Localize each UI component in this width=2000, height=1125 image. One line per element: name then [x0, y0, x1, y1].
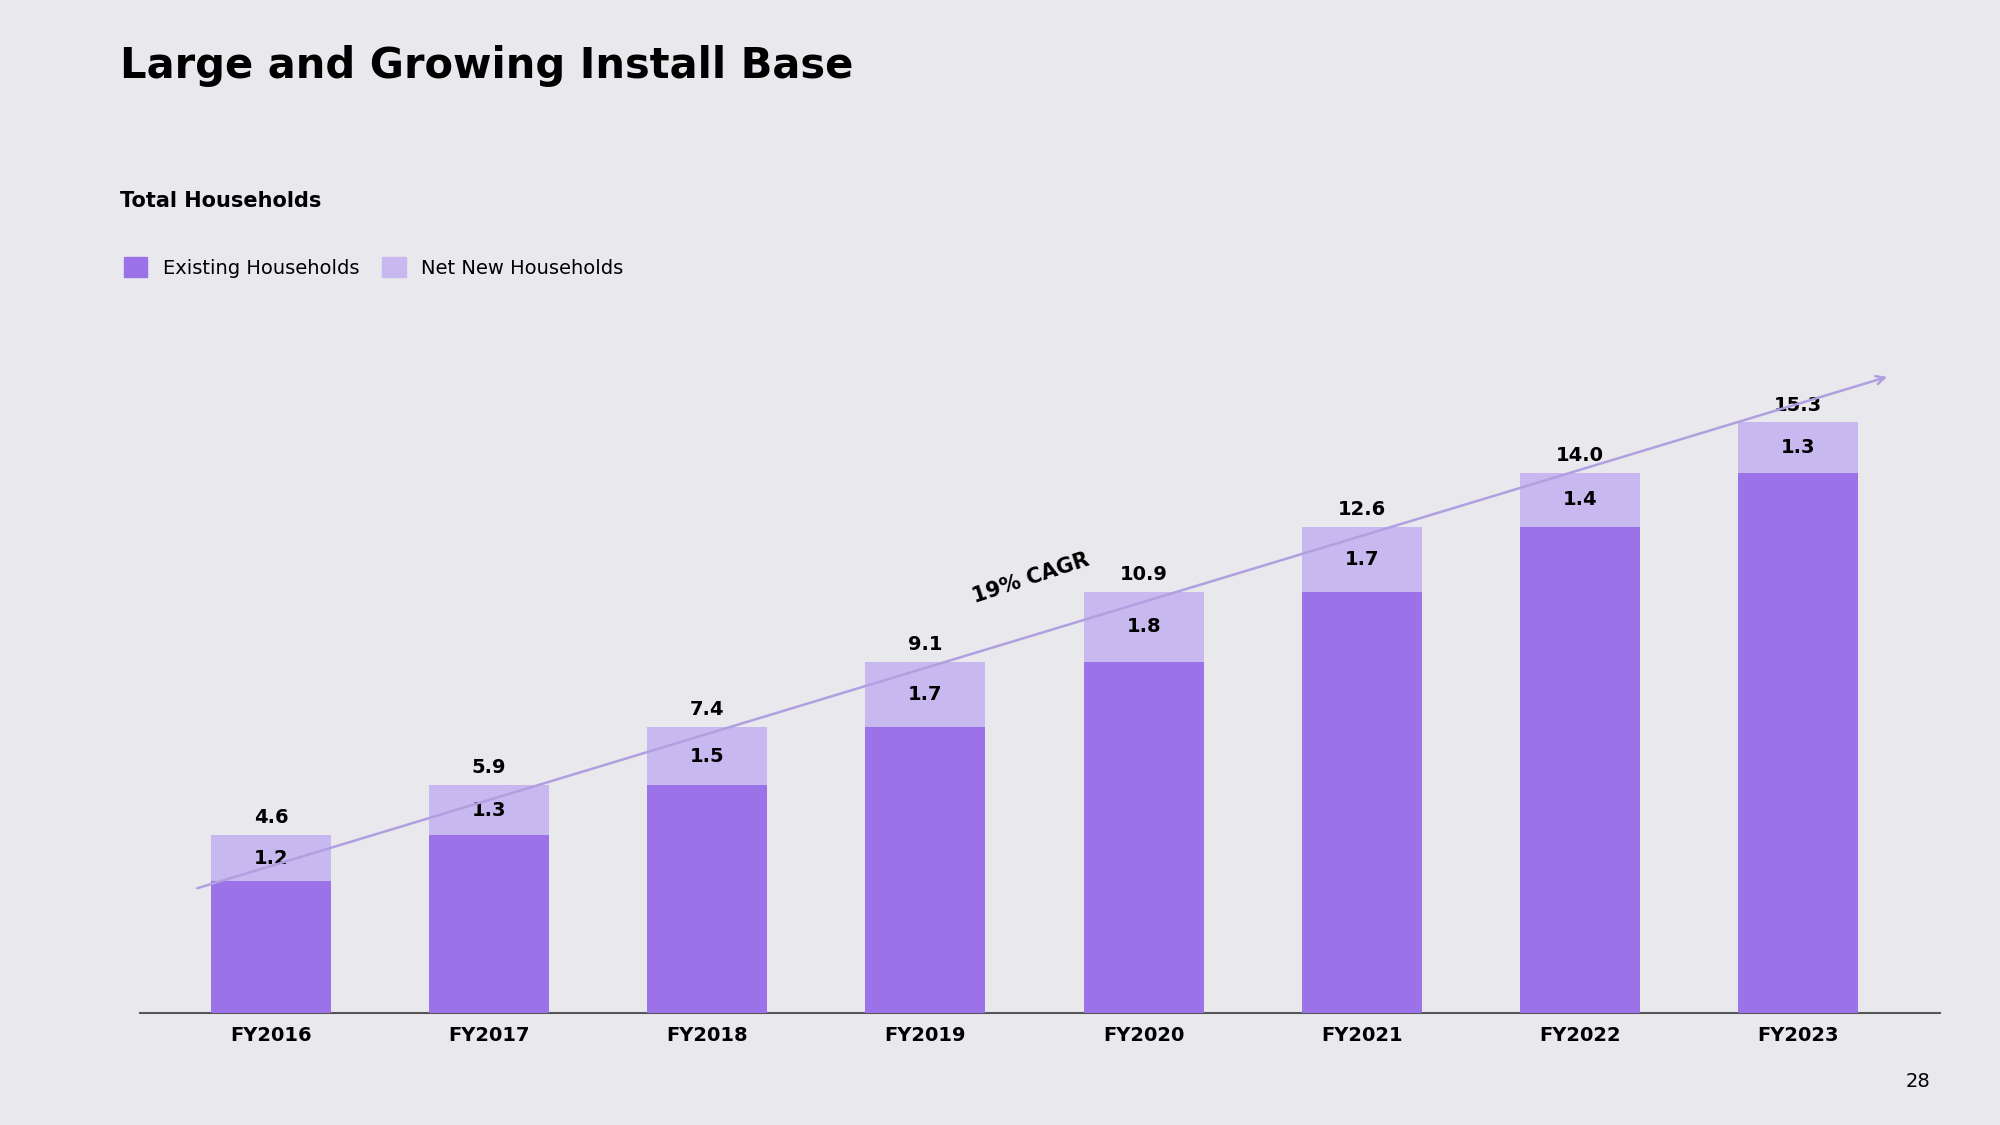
Text: 9.1: 9.1 — [908, 634, 942, 654]
Text: Large and Growing Install Base: Large and Growing Install Base — [120, 45, 854, 87]
Text: 1.3: 1.3 — [1780, 438, 1816, 457]
Text: 4.6: 4.6 — [254, 809, 288, 827]
Bar — [430, 835, 550, 1012]
Text: 1.4: 1.4 — [1562, 490, 1598, 508]
Bar — [648, 727, 768, 785]
Legend: Existing Households, Net New Households: Existing Households, Net New Households — [124, 258, 624, 278]
Bar — [1520, 472, 1640, 526]
Bar — [430, 785, 550, 835]
Bar — [866, 727, 986, 1012]
Text: 10.9: 10.9 — [1120, 566, 1168, 584]
Text: 15.3: 15.3 — [1774, 396, 1822, 415]
Bar — [1738, 472, 1858, 1012]
Text: 1.2: 1.2 — [254, 848, 288, 867]
Text: 1.3: 1.3 — [472, 801, 506, 819]
Bar — [1084, 592, 1204, 662]
Text: 5.9: 5.9 — [472, 758, 506, 777]
Text: 1.7: 1.7 — [1344, 550, 1380, 569]
Bar — [210, 881, 330, 1012]
Bar — [1084, 662, 1204, 1012]
Text: 12.6: 12.6 — [1338, 500, 1386, 519]
Text: 1.5: 1.5 — [690, 747, 724, 765]
Bar — [1302, 592, 1422, 1012]
Bar — [1520, 526, 1640, 1012]
Bar — [210, 835, 330, 881]
Bar — [866, 662, 986, 727]
Bar — [1302, 526, 1422, 592]
Text: 1.8: 1.8 — [1126, 618, 1160, 637]
Text: 7.4: 7.4 — [690, 701, 724, 719]
Bar — [1738, 422, 1858, 472]
Text: Total Households: Total Households — [120, 191, 322, 212]
Text: 1.7: 1.7 — [908, 685, 942, 704]
Text: 28: 28 — [1906, 1072, 1930, 1091]
Text: 19% CAGR: 19% CAGR — [970, 550, 1092, 608]
Text: 14.0: 14.0 — [1556, 446, 1604, 465]
Bar — [648, 785, 768, 1013]
